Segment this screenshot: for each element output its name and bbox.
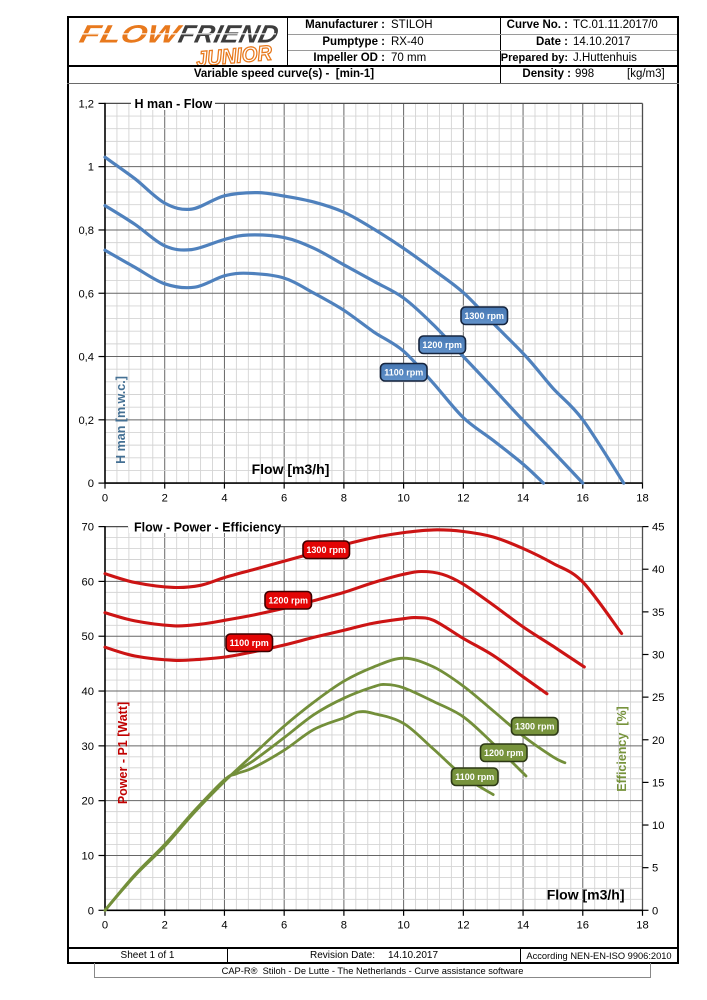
svg-text:Power - P1 [Watt]: Power - P1 [Watt] [116, 702, 130, 804]
svg-text:40: 40 [82, 686, 94, 698]
svg-text:1,2: 1,2 [78, 98, 94, 110]
svg-text:1200 rpm: 1200 rpm [268, 596, 308, 606]
svg-text:14: 14 [517, 493, 529, 505]
svg-text:0: 0 [102, 920, 108, 932]
svg-text:25: 25 [652, 692, 664, 704]
svg-text:16: 16 [577, 920, 589, 932]
svg-text:0: 0 [88, 905, 94, 917]
svg-text:0: 0 [652, 905, 658, 917]
svg-text:1200 rpm: 1200 rpm [422, 340, 462, 350]
svg-text:1: 1 [88, 162, 94, 174]
svg-text:6: 6 [281, 920, 287, 932]
svg-text:6: 6 [281, 493, 287, 505]
svg-text:5: 5 [652, 863, 658, 875]
svg-text:1300 rpm: 1300 rpm [464, 311, 504, 321]
svg-text:0: 0 [88, 478, 94, 490]
svg-text:20: 20 [652, 735, 664, 747]
svg-text:10: 10 [652, 820, 664, 832]
svg-text:8: 8 [341, 493, 347, 505]
svg-text:1100 rpm: 1100 rpm [230, 638, 269, 648]
svg-text:40: 40 [652, 564, 664, 576]
svg-text:30: 30 [82, 741, 94, 753]
svg-text:H man [m.w.c.]: H man [m.w.c.] [114, 376, 128, 464]
svg-text:10: 10 [82, 850, 94, 862]
svg-text:Flow - Power - Efficiency: Flow - Power - Efficiency [134, 521, 281, 535]
svg-text:20: 20 [82, 796, 94, 808]
svg-text:FLOW: FLOW [77, 21, 185, 49]
svg-text:45: 45 [652, 522, 664, 534]
svg-text:18: 18 [636, 920, 648, 932]
svg-text:1200 rpm: 1200 rpm [484, 748, 524, 758]
svg-text:0: 0 [102, 493, 108, 505]
svg-text:12: 12 [457, 493, 469, 505]
svg-text:2: 2 [162, 493, 168, 505]
svg-text:18: 18 [636, 493, 648, 505]
svg-text:35: 35 [652, 607, 664, 619]
svg-text:10: 10 [397, 920, 409, 932]
svg-text:60: 60 [82, 576, 94, 588]
svg-text:2: 2 [162, 920, 168, 932]
svg-text:H man - Flow: H man - Flow [135, 97, 213, 111]
svg-text:30: 30 [652, 650, 664, 662]
svg-text:1100 rpm: 1100 rpm [455, 772, 494, 782]
svg-text:4: 4 [221, 493, 227, 505]
svg-text:Flow [m3/h]: Flow [m3/h] [547, 887, 625, 903]
svg-text:70: 70 [82, 522, 94, 534]
svg-text:4: 4 [221, 920, 227, 932]
svg-text:8: 8 [341, 920, 347, 932]
svg-text:15: 15 [652, 777, 664, 789]
svg-text:10: 10 [397, 493, 409, 505]
svg-text:0,6: 0,6 [78, 288, 94, 300]
svg-text:1100 rpm: 1100 rpm [384, 368, 423, 378]
svg-text:14: 14 [517, 920, 529, 932]
svg-text:1300 rpm: 1300 rpm [306, 545, 346, 555]
svg-text:Flow [m3/h]: Flow [m3/h] [252, 461, 330, 477]
svg-text:0,4: 0,4 [78, 352, 94, 364]
svg-text:Efficiency [%]: Efficiency [%] [615, 706, 629, 791]
svg-text:50: 50 [82, 631, 94, 643]
svg-text:FRIEND: FRIEND [176, 21, 281, 49]
svg-text:1300 rpm: 1300 rpm [515, 722, 555, 732]
svg-text:16: 16 [577, 493, 589, 505]
svg-text:0,2: 0,2 [78, 415, 94, 427]
svg-text:12: 12 [457, 920, 469, 932]
svg-text:0,8: 0,8 [78, 225, 94, 237]
